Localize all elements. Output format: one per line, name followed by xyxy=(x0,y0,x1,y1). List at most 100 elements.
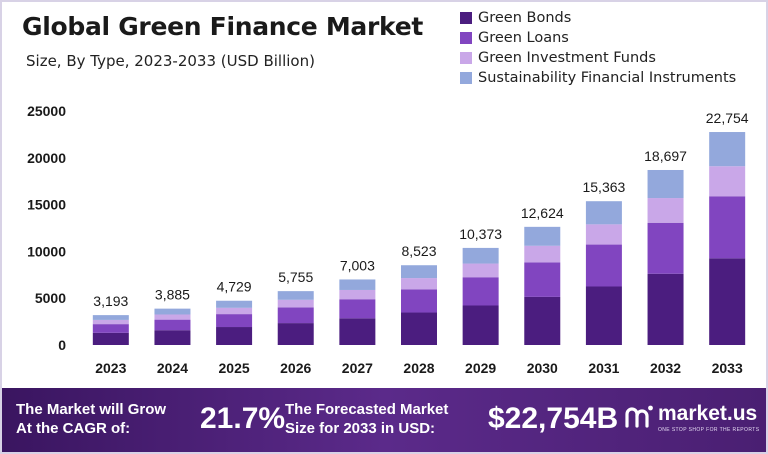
total-label: 22,754 xyxy=(706,110,749,126)
total-label: 5,755 xyxy=(278,269,313,285)
y-tick-label: 5000 xyxy=(35,290,66,306)
bar-segment-sustainability-financial-instruments xyxy=(216,300,253,308)
bar-segment-green-investment-funds xyxy=(585,224,622,245)
bar-segment-green-bonds xyxy=(524,296,561,345)
x-tick-label: 2032 xyxy=(650,360,681,376)
bar-segment-sustainability-financial-instruments xyxy=(524,226,561,246)
bar-segment-green-loans xyxy=(585,244,622,287)
x-tick-label: 2026 xyxy=(280,360,311,376)
x-tick-label: 2025 xyxy=(219,360,250,376)
total-label: 8,523 xyxy=(401,243,436,259)
forecast-value: $22,754B xyxy=(488,402,619,435)
brand-logo[interactable]: market.us ONE STOP SHOP FOR THE REPORTS xyxy=(624,400,760,440)
x-tick-label: 2023 xyxy=(95,360,126,376)
legend-item-green-investment-funds: Green Investment Funds xyxy=(460,48,736,68)
brand-name: market.us xyxy=(658,402,758,425)
bar-chart: 0 5000 10000 15000 20000 25000 3,193 2023 3,885 2… xyxy=(27,103,749,376)
bar-segment-green-loans xyxy=(462,277,499,306)
bar-segment-green-bonds xyxy=(216,327,253,345)
legend-swatch xyxy=(460,72,472,84)
bar-segment-green-loans xyxy=(154,319,191,331)
bar-segment-green-investment-funds xyxy=(709,166,746,197)
total-label: 7,003 xyxy=(340,257,375,273)
total-label: 18,697 xyxy=(644,148,687,164)
market-us-logo-icon xyxy=(625,405,653,428)
cagr-label-line1: The Market will Grow xyxy=(16,401,167,418)
total-label: 10,373 xyxy=(459,226,502,242)
forecast-label-line2: Size for 2033 in USD: xyxy=(285,420,436,437)
bar-segment-green-investment-funds xyxy=(462,263,499,278)
forecast-label-line1: The Forecasted Market xyxy=(285,401,449,418)
total-label: 12,624 xyxy=(521,205,564,221)
bar-segment-green-investment-funds xyxy=(339,289,376,300)
bar-segment-sustainability-financial-instruments xyxy=(154,308,191,315)
summary-banner: The Market will Grow At the CAGR of: 21.… xyxy=(2,388,766,452)
y-tick-label: 0 xyxy=(58,337,66,353)
cagr-value: 21.7% xyxy=(200,402,286,435)
cagr-label-line2: At the CAGR of: xyxy=(16,420,131,437)
bar-segment-sustainability-financial-instruments xyxy=(401,265,437,279)
bar-segment-sustainability-financial-instruments xyxy=(647,169,684,199)
bar-segment-green-investment-funds xyxy=(154,314,191,320)
bar-segment-green-investment-funds xyxy=(216,307,253,315)
bar-segment-green-loans xyxy=(339,299,376,319)
brand-tagline: ONE STOP SHOP FOR THE REPORTS xyxy=(658,427,760,433)
legend-label: Green Loans xyxy=(478,30,569,46)
bar-segment-green-investment-funds xyxy=(401,278,437,290)
legend-label: Sustainability Financial Instruments xyxy=(478,70,737,86)
total-label: 3,885 xyxy=(155,287,190,303)
bar-segment-green-loans xyxy=(216,314,253,328)
x-tick-label: 2028 xyxy=(403,360,434,376)
legend-swatch xyxy=(460,12,472,24)
bar-segment-green-bonds xyxy=(339,318,376,345)
bar-segment-sustainability-financial-instruments xyxy=(277,291,314,300)
total-label: 3,193 xyxy=(93,293,128,309)
bar-segment-sustainability-financial-instruments xyxy=(462,247,499,264)
total-label: 4,729 xyxy=(217,279,252,295)
bar-segment-green-bonds xyxy=(585,286,622,345)
y-tick-label: 20000 xyxy=(27,150,66,166)
bar-segment-green-bonds xyxy=(462,305,499,345)
x-tick-label: 2029 xyxy=(465,360,496,376)
cagr-label: The Market will Grow At the CAGR of: xyxy=(16,400,166,438)
legend: Green Bonds Green Loans Green Investment… xyxy=(460,8,736,88)
legend-label: Green Investment Funds xyxy=(478,50,656,66)
y-tick-label: 25000 xyxy=(27,103,66,119)
bar-segment-green-bonds xyxy=(401,312,437,345)
chart-title: Global Green Finance Market xyxy=(22,12,423,41)
legend-swatch xyxy=(460,32,472,44)
bar-segment-green-bonds xyxy=(277,323,314,345)
legend-item-green-loans: Green Loans xyxy=(460,28,736,48)
bar-segment-green-investment-funds xyxy=(647,198,684,223)
bar-segment-green-bonds xyxy=(709,258,746,345)
bar-segment-green-investment-funds xyxy=(92,319,129,325)
bar-segment-sustainability-financial-instruments xyxy=(709,132,746,167)
legend-label: Green Bonds xyxy=(478,10,572,26)
total-label: 15,363 xyxy=(582,179,625,195)
bar-segment-green-loans xyxy=(524,262,561,297)
legend-item-green-bonds: Green Bonds xyxy=(460,8,736,28)
x-tick-label: 2024 xyxy=(157,360,188,376)
bar-segment-sustainability-financial-instruments xyxy=(585,201,622,225)
y-tick-label: 10000 xyxy=(27,243,66,259)
bar-segment-green-loans xyxy=(647,222,684,274)
bar-segment-sustainability-financial-instruments xyxy=(92,315,129,320)
bar-segment-green-bonds xyxy=(647,273,684,345)
bar-segment-green-loans xyxy=(709,196,746,259)
bar-segment-green-bonds xyxy=(154,330,191,345)
chart-subtitle: Size, By Type, 2023-2033 (USD Billion) xyxy=(26,52,315,70)
y-tick-label: 15000 xyxy=(27,197,66,213)
bar-segment-green-loans xyxy=(277,307,314,324)
bar-segment-green-bonds xyxy=(92,332,129,345)
bar-segment-green-loans xyxy=(92,324,129,333)
bar-segment-green-investment-funds xyxy=(524,245,561,263)
forecast-label: The Forecasted Market Size for 2033 in U… xyxy=(285,400,448,438)
bar-segment-green-loans xyxy=(401,289,437,313)
bar-segment-green-investment-funds xyxy=(277,299,314,308)
legend-swatch xyxy=(460,52,472,64)
legend-item-sustainability-financial-instruments: Sustainability Financial Instruments xyxy=(460,68,736,88)
x-tick-label: 2030 xyxy=(527,360,558,376)
bar-segment-sustainability-financial-instruments xyxy=(339,279,376,290)
x-tick-label: 2033 xyxy=(712,360,743,376)
